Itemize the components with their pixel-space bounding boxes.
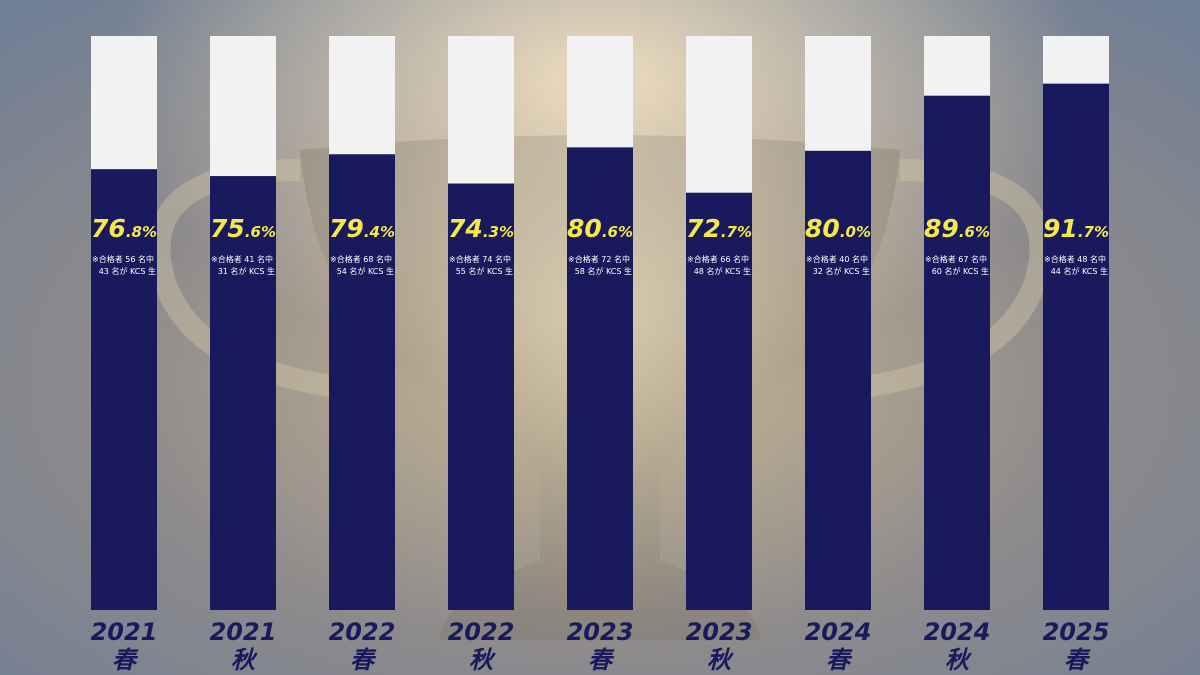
percent-decimal: .4% (364, 223, 395, 241)
note-line-2: 43 名が KCS 生 (99, 266, 156, 276)
percent-label: 80.0% (805, 214, 871, 243)
percent-decimal: .3% (483, 223, 514, 241)
percent-decimal: .7% (1078, 223, 1109, 241)
percent-integer: 80 (567, 214, 602, 243)
percent-label: 74.3% (448, 214, 514, 243)
bar (805, 150, 871, 611)
category-year-label: 2021 (210, 618, 277, 646)
note-line-2: 31 名が KCS 生 (218, 266, 275, 276)
percent-decimal: .8% (126, 223, 157, 241)
category-season-label: 秋 (707, 646, 734, 674)
bar (329, 154, 395, 610)
category-season-label: 春 (826, 646, 853, 674)
category-year-label: 2025 (1043, 618, 1110, 646)
note-line-2: 60 名が KCS 生 (932, 266, 989, 276)
category-year-label: 2024 (805, 618, 872, 646)
category-year-label: 2023 (686, 618, 753, 646)
note-line-1: ※合格者 74 名中 (449, 254, 511, 264)
bar (686, 192, 752, 610)
note-line-1: ※合格者 48 名中 (1044, 254, 1106, 264)
percent-decimal: .6% (245, 223, 276, 241)
category-season-label: 秋 (945, 646, 972, 674)
category-year-label: 2023 (567, 618, 634, 646)
note-line-1: ※合格者 56 名中 (92, 254, 154, 264)
bar (91, 169, 157, 610)
category-year-label: 2021 (91, 618, 158, 646)
category-year-label: 2022 (329, 618, 396, 646)
percent-integer: 76 (91, 214, 126, 243)
percent-decimal: .6% (602, 223, 633, 241)
percent-label: 76.8% (91, 214, 157, 243)
note-line-2: 58 名が KCS 生 (575, 266, 632, 276)
percent-label: 80.6% (567, 214, 633, 243)
category-year-label: 2024 (924, 618, 991, 646)
category-season-label: 春 (350, 646, 377, 674)
bar (1043, 83, 1109, 611)
note-line-2: 54 名が KCS 生 (337, 266, 394, 276)
category-season-label: 春 (588, 646, 615, 674)
percent-decimal: .7% (721, 223, 752, 241)
category-year-label: 2022 (448, 618, 515, 646)
percent-decimal: .6% (959, 223, 990, 241)
note-line-1: ※合格者 72 名中 (568, 254, 630, 264)
bar (567, 147, 633, 610)
percent-integer: 72 (686, 214, 721, 243)
percent-decimal: .0% (840, 223, 871, 241)
percent-integer: 79 (329, 214, 364, 243)
bar (210, 176, 276, 610)
percent-integer: 80 (805, 214, 840, 243)
note-line-1: ※合格者 66 名中 (687, 254, 749, 264)
note-line-2: 55 名が KCS 生 (456, 266, 513, 276)
category-season-label: 秋 (469, 646, 496, 674)
percent-label: 72.7% (686, 214, 752, 243)
note-line-1: ※合格者 41 名中 (211, 254, 273, 264)
note-line-2: 32 名が KCS 生 (813, 266, 870, 276)
percent-integer: 89 (924, 214, 959, 243)
note-line-1: ※合格者 40 名中 (806, 254, 868, 264)
note-line-2: 44 名が KCS 生 (1051, 266, 1108, 276)
note-line-2: 48 名が KCS 生 (694, 266, 751, 276)
percent-integer: 91 (1043, 214, 1078, 243)
category-season-label: 春 (1064, 646, 1091, 674)
note-line-1: ※合格者 67 名中 (925, 254, 987, 264)
percent-integer: 75 (210, 214, 245, 243)
percent-label: 79.4% (329, 214, 395, 243)
percent-label: 89.6% (924, 214, 990, 243)
percent-label: 91.7% (1043, 214, 1109, 243)
bar (448, 183, 514, 610)
note-line-1: ※合格者 68 名中 (330, 254, 392, 264)
percent-integer: 74 (448, 214, 483, 243)
category-season-label: 秋 (231, 646, 258, 674)
bar (924, 95, 990, 611)
category-season-label: 春 (112, 646, 139, 674)
percent-label: 75.6% (210, 214, 276, 243)
